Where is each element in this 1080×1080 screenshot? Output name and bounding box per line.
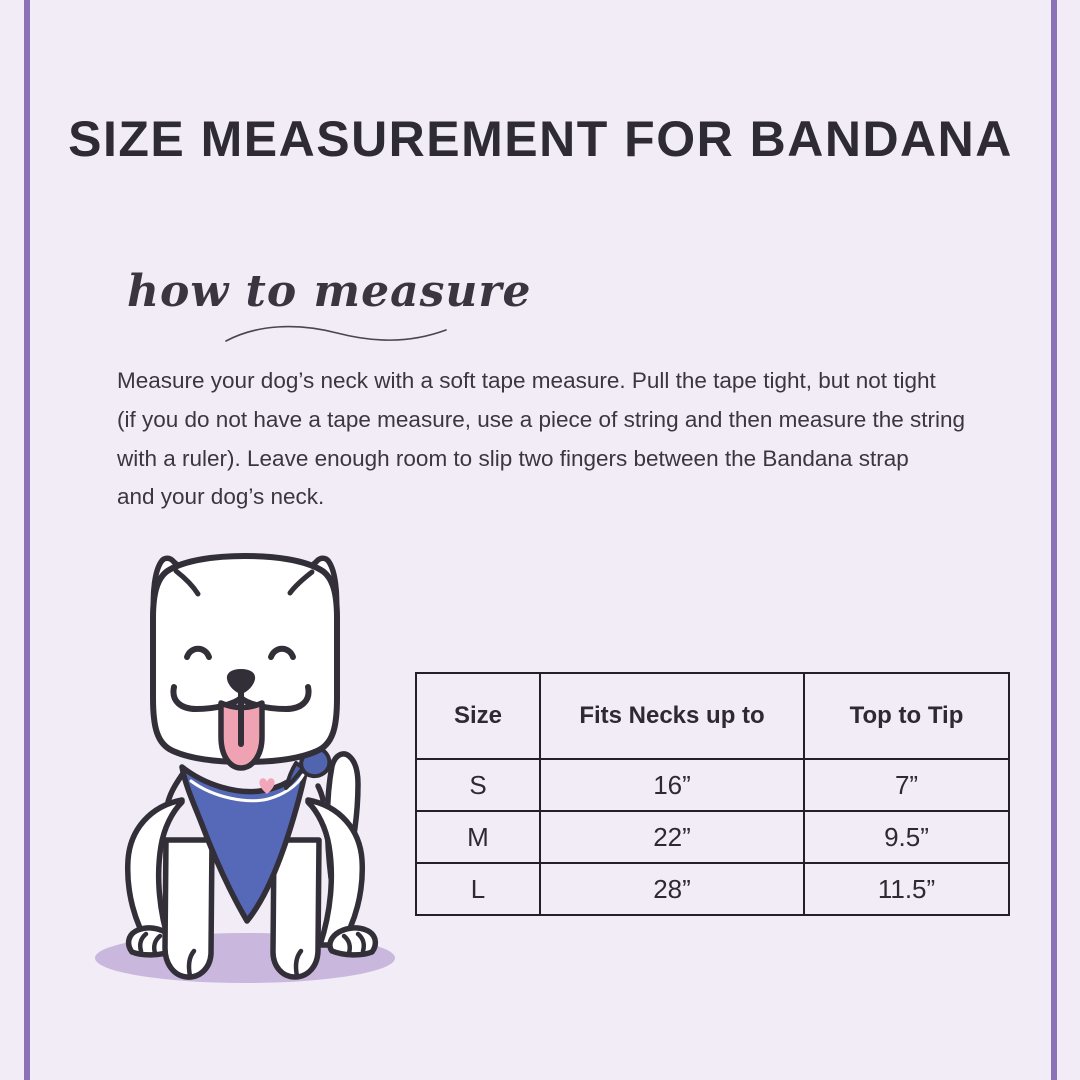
- size-cell: S: [415, 758, 541, 812]
- size-cell: L: [415, 862, 541, 916]
- fits-necks-column-header: Fits Necks up to: [539, 672, 805, 760]
- dog-illustration: [95, 553, 395, 983]
- top-to-tip-cell: 11.5”: [803, 862, 1010, 916]
- table-row-small: S 16” 7”: [415, 758, 1010, 812]
- instruction-line: and your dog’s neck.: [117, 484, 325, 510]
- fits-necks-cell: 28”: [539, 862, 805, 916]
- dog-hind-foot-right: [327, 925, 379, 958]
- size-cell: M: [415, 810, 541, 864]
- dog-front-leg-left-toe: [186, 948, 197, 979]
- dog-ear-fold-left: [173, 568, 201, 597]
- dog-ear-fold-right: [287, 569, 315, 596]
- instruction-line: (if you do not have a tape measure, use …: [117, 406, 966, 432]
- dog-neck-line-right: [315, 783, 326, 803]
- right-border-line: [1051, 0, 1057, 1080]
- dog-front-leg-left: [162, 837, 215, 980]
- instruction-line: with a ruler). Leave enough room to slip…: [117, 445, 909, 471]
- dog-nose: [226, 669, 256, 694]
- section-heading-script: how to measure: [127, 266, 532, 317]
- page-title: SIZE MEASUREMENT FOR BANDANA: [68, 111, 1013, 167]
- table-row-large: L 28” 11.5”: [415, 862, 1010, 916]
- bandana-heart-icon: [259, 778, 275, 794]
- dog-eye-left: [184, 645, 212, 660]
- bandana-drape-line: [189, 773, 305, 803]
- dog-bandana: [179, 759, 310, 924]
- size-column-header: Size: [415, 672, 541, 760]
- fits-necks-cell: 22”: [539, 810, 805, 864]
- size-table: Size Fits Necks up to Top to Tip S 16” 7…: [415, 672, 1010, 916]
- dog-eye-right: [268, 645, 296, 660]
- dog-hind-foot-right-toes: [341, 931, 367, 956]
- dog-front-leg-right-toe: [293, 948, 304, 979]
- size-table-header-row: Size Fits Necks up to Top to Tip: [415, 672, 1010, 760]
- top-to-tip-cell: 9.5”: [803, 810, 1010, 864]
- squiggle-underline-icon: [225, 325, 447, 342]
- top-to-tip-column-header: Top to Tip: [803, 672, 1010, 760]
- top-to-tip-cell: 7”: [803, 758, 1010, 812]
- table-row-medium: M 22” 9.5”: [415, 810, 1010, 864]
- measuring-instructions: Measure your dog’s neck with a soft tape…: [117, 362, 1007, 517]
- instruction-line: Measure your dog’s neck with a soft tape…: [117, 368, 936, 393]
- fits-necks-cell: 16”: [539, 758, 805, 812]
- left-border-line: [24, 0, 30, 1080]
- dog-hind-foot-left-toes: [137, 931, 163, 956]
